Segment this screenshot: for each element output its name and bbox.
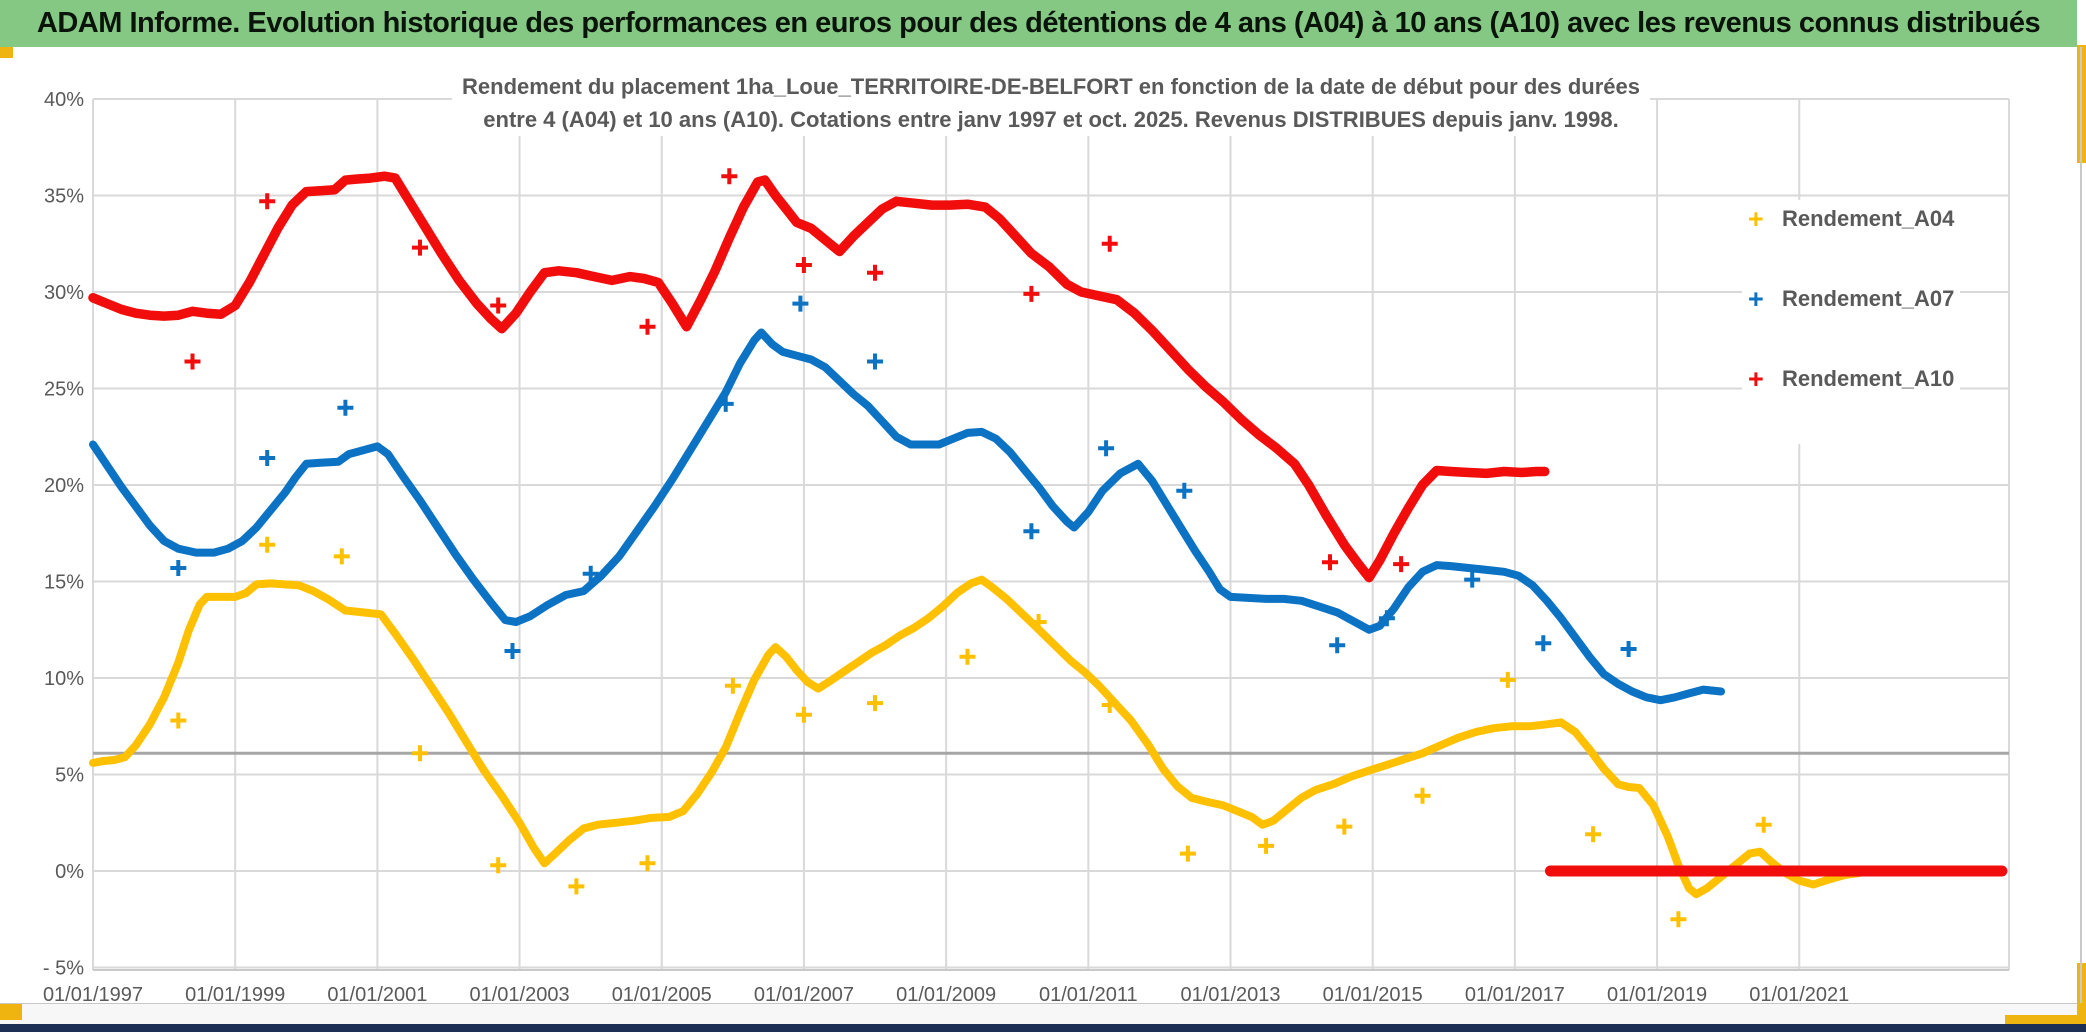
legend-item-label: Rendement_A07: [1782, 286, 1955, 311]
y-axis-tick-label: 5%: [55, 765, 84, 787]
chart-title: Rendement du placement 1ha_Loue_TERRITOI…: [93, 70, 2009, 136]
y-axis-tick-label: 20%: [44, 475, 84, 497]
x-axis-tick-label: 01/01/2009: [896, 984, 996, 1003]
y-axis-tick-label: 10%: [44, 668, 84, 690]
x-axis-tick-label: 01/01/2013: [1180, 984, 1280, 1003]
x-axis-tick-label: 01/01/1999: [185, 984, 285, 1003]
bottom-navy-bar: [0, 1024, 2086, 1032]
x-axis-tick-label: 01/01/2019: [1607, 984, 1707, 1003]
legend-item-rendement_a07[interactable]: + Rendement_A07: [1748, 282, 1954, 316]
x-axis-tick-label: 01/01/2003: [470, 984, 570, 1003]
app-banner: ADAM Informe. Evolution historique des p…: [0, 0, 2077, 47]
legend-plus-marker-icon: +: [1748, 284, 1764, 314]
series-outlier-markers-rendement_a10: [184, 168, 1410, 573]
chart-legend: + Rendement_A04 + Rendement_A07 + Rendement_A…: [1742, 200, 1961, 444]
x-axis-tick-label: 01/01/2017: [1465, 984, 1565, 1003]
x-axis-tick-label: 01/01/2011: [1039, 984, 1138, 1003]
series-line-rendement_a10[interactable]: [88, 171, 1550, 583]
legend-item-rendement_a04[interactable]: + Rendement_A04: [1748, 202, 1954, 236]
chart-title-line-1: Rendement du placement 1ha_Loue_TERRITOI…: [452, 70, 1650, 103]
y-axis-tick-label: - 5%: [43, 958, 84, 980]
chart-title-line-2: entre 4 (A04) et 10 ans (A10). Cotations…: [473, 103, 1629, 136]
bottom-scroll-row[interactable]: [0, 1003, 2086, 1026]
x-axis-tick-label: 01/01/2015: [1323, 984, 1423, 1003]
legend-item-label: Rendement_A10: [1782, 366, 1955, 391]
y-axis-tick-label: 35%: [44, 186, 84, 208]
x-axis-tick-label: 01/01/2021: [1749, 984, 1849, 1003]
legend-plus-marker-icon: +: [1748, 364, 1764, 394]
series-line-rendement_a07[interactable]: [89, 328, 1726, 705]
y-axis-tick-label: 15%: [44, 572, 84, 594]
legend-item-rendement_a10[interactable]: + Rendement_A10: [1748, 362, 1954, 396]
banner-title: ADAM Informe. Evolution historique des p…: [36, 7, 2041, 39]
chart-plot-area: 40% 35% 30% 25% 20% 15% 10% 5% 0% - 5% 01/01/1997 0…: [43, 89, 2010, 1003]
x-axis-tick-label: 01/01/1997: [43, 984, 143, 1003]
y-axis-tick-label: 30%: [44, 282, 84, 304]
series-outlier-markers-rendement_a07: [170, 295, 1637, 659]
gold-accent-bottom-left: [0, 1004, 22, 1020]
series-line-rendement_a04[interactable]: [89, 575, 1864, 899]
window-right-edge: [2080, 47, 2082, 1003]
x-axis-tick-label: 01/01/2007: [754, 984, 854, 1003]
y-axis-tick-label: 40%: [44, 89, 84, 111]
legend-item-label: Rendement_A04: [1782, 206, 1955, 231]
y-axis-tick-label: 25%: [44, 379, 84, 401]
series-outlier-markers-rendement_a04: [170, 536, 1772, 928]
x-axis-tick-label: 01/01/2001: [327, 984, 427, 1003]
gold-accent-top-left: [0, 47, 13, 58]
y-axis-tick-label: 0%: [55, 861, 84, 883]
gold-accent-bottom-right: [2005, 1015, 2086, 1026]
x-axis-tick-label: 01/01/2005: [612, 984, 712, 1003]
legend-plus-marker-icon: +: [1748, 204, 1764, 234]
